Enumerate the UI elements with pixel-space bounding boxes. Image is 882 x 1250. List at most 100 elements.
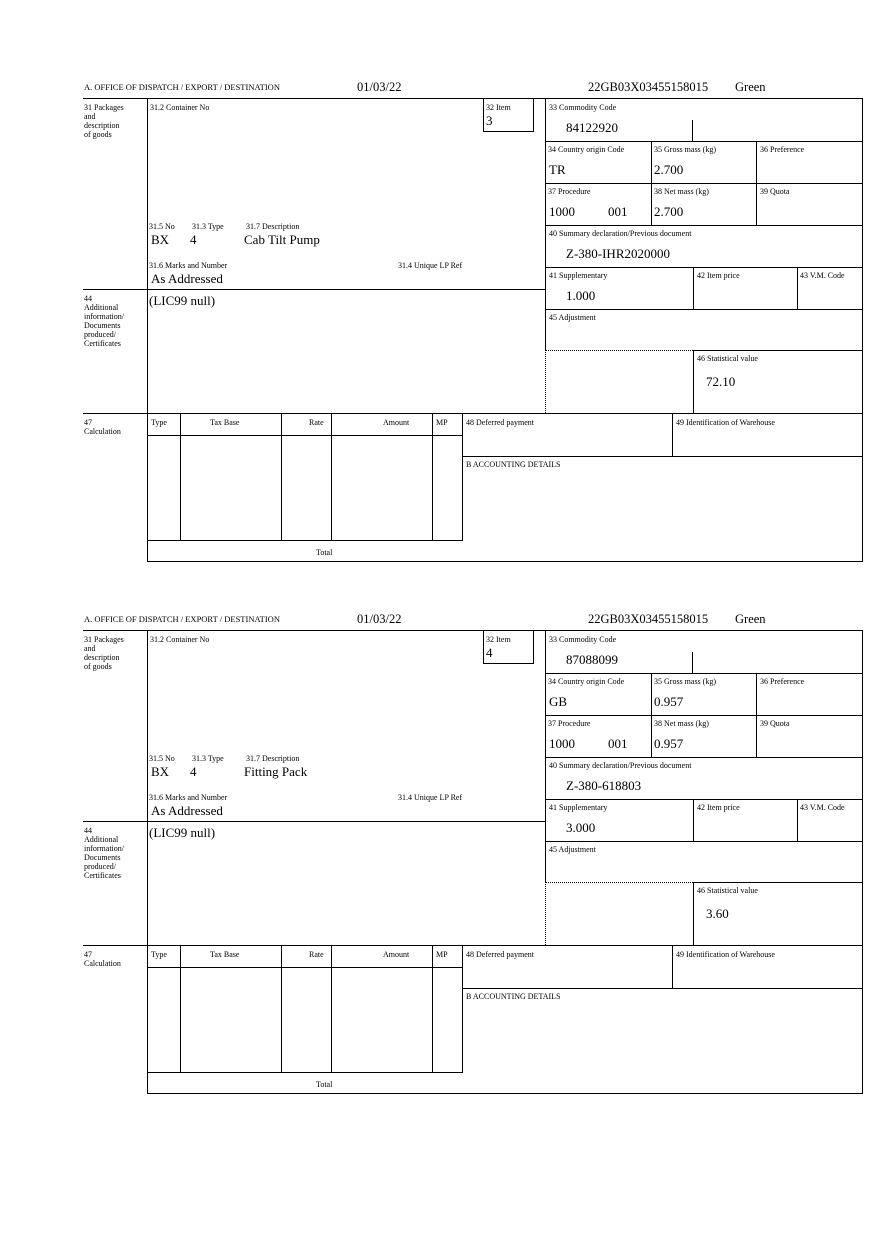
divider xyxy=(545,882,693,883)
tax-base-header: Tax Base xyxy=(210,418,240,427)
calculation-label: 47 Calculation xyxy=(84,418,121,436)
gross-mass-value: 0.957 xyxy=(654,694,684,709)
divider xyxy=(692,652,693,673)
divider xyxy=(545,350,693,351)
calculation-label: 47 Calculation xyxy=(84,950,121,968)
commodity-code-label: 33 Commodity Code xyxy=(549,103,617,112)
divider xyxy=(147,630,148,1093)
total-label: Total xyxy=(316,1080,333,1089)
divider xyxy=(545,673,863,674)
divider xyxy=(147,1093,863,1094)
country-origin-value: GB xyxy=(549,694,568,709)
mp-header: MP xyxy=(436,418,448,427)
accounting-details-label: B ACCOUNTING DETAILS xyxy=(466,460,561,469)
divider xyxy=(462,456,863,457)
divider xyxy=(331,413,332,540)
divider xyxy=(83,630,863,631)
divider xyxy=(545,882,546,945)
amount-header: Amount xyxy=(383,950,410,959)
divider xyxy=(180,945,181,1072)
item-value: 4 xyxy=(486,645,493,660)
supplementary-label: 41 Supplementary xyxy=(549,271,608,280)
divider xyxy=(432,413,433,540)
commodity-code-value: 87088099 xyxy=(566,652,618,667)
divider xyxy=(147,1072,463,1073)
summary-decl-value: Z-380-618803 xyxy=(566,778,642,793)
marks-label: 31.6 Marks and Number xyxy=(149,793,228,802)
divider xyxy=(83,821,545,822)
divider xyxy=(545,715,863,716)
divider xyxy=(462,988,863,989)
packages-label: 31 Packages and description of goods xyxy=(84,103,124,139)
preference-label: 36 Preference xyxy=(760,677,805,686)
procedure-value: 1000 xyxy=(549,204,575,219)
item-label: 32 Item xyxy=(486,103,511,112)
customs-item-form: A. OFFICE OF DISPATCH / EXPORT / DESTINA… xyxy=(0,0,882,562)
marks-label: 31.6 Marks and Number xyxy=(149,261,228,270)
goods-description: Fitting Pack xyxy=(244,764,308,779)
tax-base-header: Tax Base xyxy=(210,950,240,959)
statistical-value-label: 46 Statistical value xyxy=(697,886,758,895)
divider xyxy=(483,98,484,131)
divider xyxy=(545,630,546,882)
calc-type-header: Type xyxy=(151,950,167,959)
divider xyxy=(281,945,282,1072)
item-price-label: 42 Item price xyxy=(697,271,740,280)
divider xyxy=(545,350,546,413)
goods-description: Cab Tilt Pump xyxy=(244,232,320,247)
divider xyxy=(331,945,332,1072)
preference-label: 36 Preference xyxy=(760,145,805,154)
divider xyxy=(147,435,463,436)
adjustment-label: 45 Adjustment xyxy=(549,845,596,854)
container-no-label: 31.2 Container No xyxy=(150,635,210,644)
description-label: 31.7 Description xyxy=(246,754,300,763)
divider xyxy=(693,882,694,945)
supplementary-label: 41 Supplementary xyxy=(549,803,608,812)
calc-type-header: Type xyxy=(151,418,167,427)
package-count: 4 xyxy=(190,764,197,779)
divider xyxy=(862,98,863,562)
package-kind: BX xyxy=(151,764,170,779)
divider xyxy=(483,131,534,132)
vm-code-label: 43 V.M. Code xyxy=(800,271,845,280)
divider xyxy=(862,630,863,1094)
date: 01/03/22 xyxy=(357,80,402,94)
divider xyxy=(83,945,863,946)
description-label: 31.7 Description xyxy=(246,222,300,231)
gross-mass-label: 35 Gross mass (kg) xyxy=(654,677,716,686)
route-status: Green xyxy=(735,612,766,626)
summary-decl-label: 40 Summary declaration/Previous document xyxy=(549,229,692,238)
summary-decl-value: Z-380-IHR2020000 xyxy=(566,246,670,261)
mp-header: MP xyxy=(436,950,448,959)
adjustment-label: 45 Adjustment xyxy=(549,313,596,322)
divider xyxy=(83,98,863,99)
date: 01/03/22 xyxy=(357,612,402,626)
additional-info-value: (LIC99 null) xyxy=(149,293,216,308)
divider xyxy=(545,141,863,142)
commodity-code-value: 84122920 xyxy=(566,120,618,135)
statistical-value-label: 46 Statistical value xyxy=(697,354,758,363)
divider xyxy=(180,413,181,540)
statistical-value: 3.60 xyxy=(706,906,729,921)
divider xyxy=(432,945,433,1072)
divider xyxy=(756,673,757,757)
package-count: 4 xyxy=(190,232,197,247)
deferred-payment-label: 48 Deferred payment xyxy=(466,418,534,427)
divider xyxy=(693,267,694,309)
deferred-payment-label: 48 Deferred payment xyxy=(466,950,534,959)
divider xyxy=(462,413,463,540)
net-mass-label: 38 Net mass (kg) xyxy=(654,187,709,196)
office-heading: A. OFFICE OF DISPATCH / EXPORT / DESTINA… xyxy=(84,614,280,624)
additional-info-value: (LIC99 null) xyxy=(149,825,216,840)
item-price-label: 42 Item price xyxy=(697,803,740,812)
divider xyxy=(147,98,148,561)
statistical-value: 72.10 xyxy=(706,374,736,389)
net-mass-value: 0.957 xyxy=(654,736,684,751)
rate-header: Rate xyxy=(309,950,324,959)
additional-info-label: 44 Additional information/ Documents pro… xyxy=(84,294,124,348)
accounting-details-label: B ACCOUNTING DETAILS xyxy=(466,992,561,1001)
procedure-label: 37 Procedure xyxy=(548,187,591,196)
type-label: 31.3 Type xyxy=(192,754,224,763)
no-label: 31.5 No xyxy=(149,222,175,231)
